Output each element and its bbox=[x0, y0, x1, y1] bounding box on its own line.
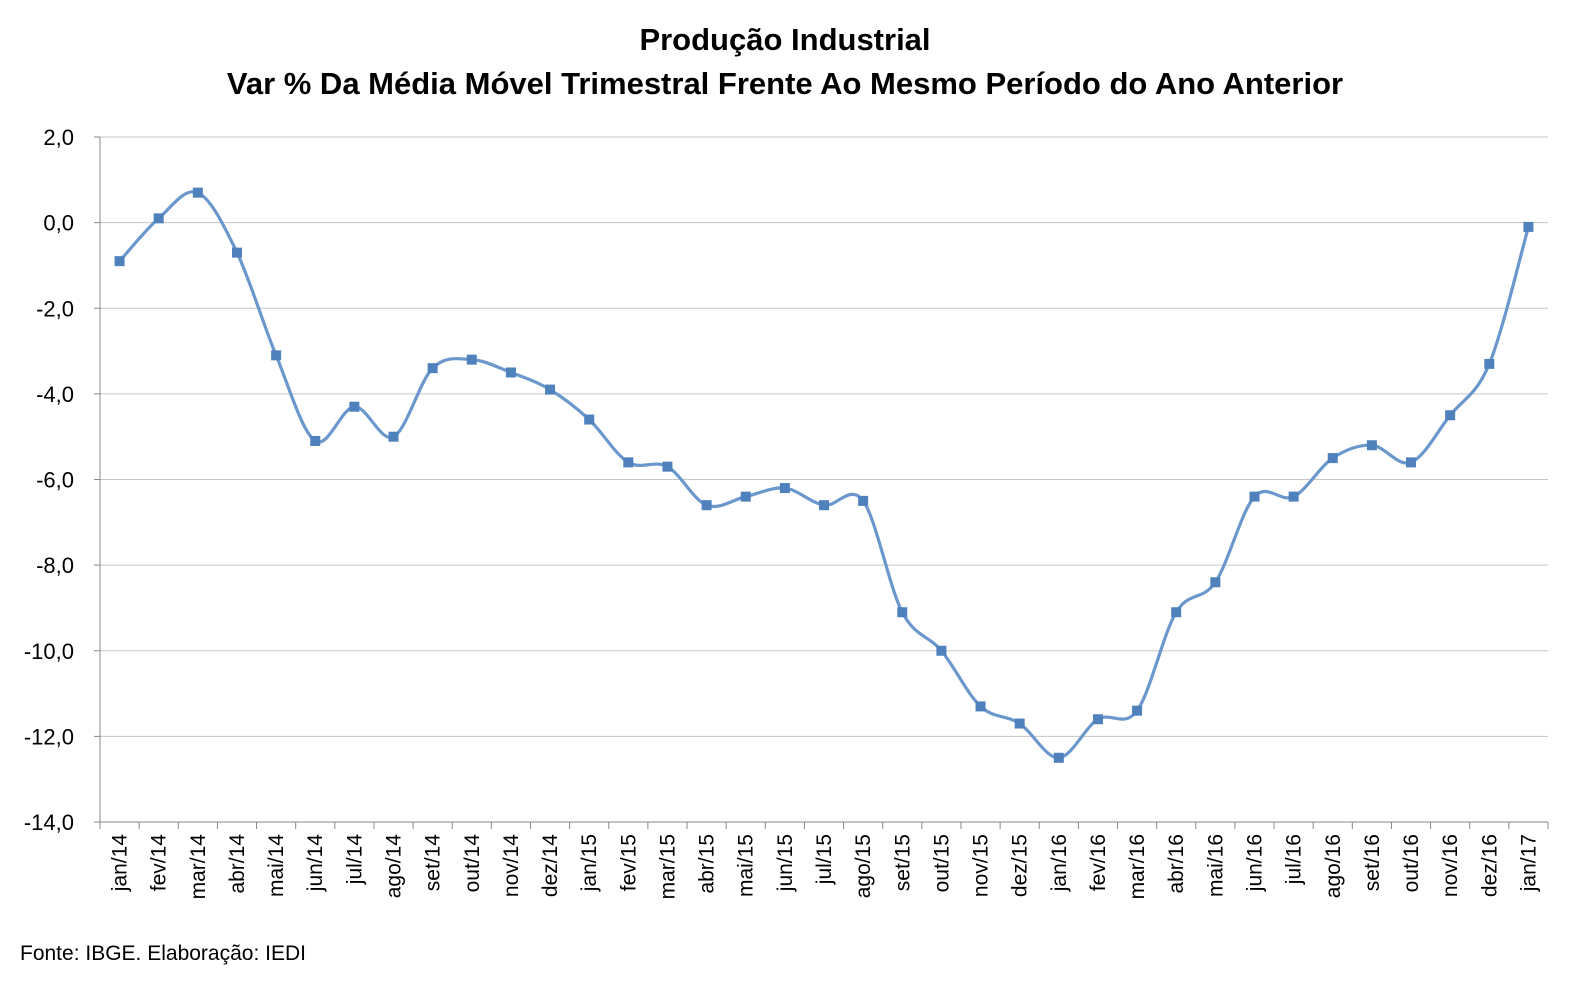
y-tick-label: -4,0 bbox=[36, 382, 74, 407]
data-point-marker bbox=[427, 363, 438, 374]
data-point-marker bbox=[858, 495, 869, 506]
data-point-marker bbox=[1366, 440, 1377, 451]
x-tick-label: mar/16 bbox=[1126, 834, 1149, 899]
y-tick-label: -6,0 bbox=[36, 468, 74, 493]
x-tick-label: jun/14 bbox=[304, 834, 327, 893]
data-point-marker bbox=[975, 701, 986, 712]
data-point-marker bbox=[1249, 491, 1260, 502]
x-tick-label: out/14 bbox=[461, 834, 484, 893]
data-point-marker bbox=[466, 354, 477, 365]
series-line bbox=[118, 190, 1530, 760]
x-tick-label: jan/17 bbox=[1517, 834, 1540, 892]
x-tick-label: fev/16 bbox=[1087, 834, 1110, 891]
x-tick-label: mai/16 bbox=[1204, 834, 1227, 897]
x-tick-label: jul/15 bbox=[813, 834, 836, 885]
data-point-marker bbox=[1523, 221, 1534, 232]
x-tick-label: nov/14 bbox=[500, 834, 523, 897]
x-tick-label: mai/14 bbox=[265, 834, 288, 897]
data-point-marker bbox=[1288, 491, 1299, 502]
y-tick-label: -2,0 bbox=[36, 296, 74, 321]
x-tick-label: mai/15 bbox=[735, 834, 758, 897]
x-tick-label: dez/16 bbox=[1478, 834, 1501, 897]
data-point-marker bbox=[779, 483, 790, 494]
data-point-marker bbox=[192, 187, 203, 198]
x-tick-label: abr/14 bbox=[226, 834, 249, 894]
x-tick-label: ago/14 bbox=[383, 834, 406, 899]
x-tick-label: set/15 bbox=[891, 834, 914, 891]
x-tick-label: ago/15 bbox=[852, 834, 875, 898]
data-point-marker bbox=[819, 500, 829, 511]
data-point-marker bbox=[114, 256, 125, 267]
data-point-marker bbox=[271, 350, 282, 361]
x-tick-label: set/14 bbox=[422, 834, 445, 892]
data-point-marker bbox=[740, 491, 751, 502]
x-tick-label: fev/15 bbox=[617, 834, 640, 891]
x-tick-label: jan/15 bbox=[578, 834, 601, 892]
data-point-marker bbox=[623, 457, 634, 468]
data-point-marker bbox=[545, 384, 556, 395]
data-point-marker bbox=[1445, 410, 1456, 421]
data-point-marker bbox=[1406, 457, 1417, 468]
y-tick-label: -12,0 bbox=[24, 724, 74, 749]
y-tick-label: -10,0 bbox=[24, 639, 74, 664]
data-point-marker bbox=[231, 247, 242, 258]
x-tick-label: jul/14 bbox=[343, 834, 366, 886]
x-tick-label: ago/16 bbox=[1322, 834, 1345, 898]
x-tick-label: nov/16 bbox=[1439, 834, 1462, 897]
gridlines bbox=[100, 136, 1548, 737]
data-point-marker bbox=[153, 213, 164, 224]
x-tick-label: mar/15 bbox=[656, 834, 679, 899]
y-axis-tick-labels: 2,0 0,0 -2,0 -4,0 -6,0 -8,0 -10,0 -12,0 -14,0 bbox=[24, 125, 74, 835]
data-point-marker bbox=[1171, 607, 1182, 618]
x-tick-label: jul/16 bbox=[1283, 834, 1306, 885]
data-point-marker bbox=[349, 401, 360, 412]
y-tick-label: -14,0 bbox=[24, 810, 74, 835]
axes bbox=[94, 136, 1549, 829]
x-tick-label: dez/14 bbox=[539, 834, 562, 897]
x-tick-label: dez/15 bbox=[1009, 834, 1032, 897]
data-point-marker bbox=[1210, 577, 1221, 588]
chart-subtitle: Var % Da Média Móvel Trimestral Frente A… bbox=[226, 66, 1344, 101]
x-tick-label: set/16 bbox=[1361, 834, 1384, 891]
x-tick-label: abr/16 bbox=[1165, 834, 1188, 894]
y-tick-label: -8,0 bbox=[36, 553, 74, 578]
data-point-marker bbox=[1327, 453, 1338, 464]
x-tick-label: jun/15 bbox=[774, 834, 797, 892]
data-point-marker bbox=[584, 414, 595, 425]
x-tick-label: fev/14 bbox=[148, 834, 171, 892]
data-point-marker bbox=[1484, 358, 1495, 369]
x-tick-label: out/16 bbox=[1400, 834, 1423, 892]
data-point-marker bbox=[1092, 714, 1103, 725]
data-point-marker bbox=[388, 431, 399, 442]
data-point-marker bbox=[701, 500, 712, 511]
x-tick-label: abr/15 bbox=[696, 834, 719, 894]
y-tick-label: 2,0 bbox=[43, 125, 74, 150]
x-tick-label: jan/16 bbox=[1048, 834, 1071, 892]
data-point-marker bbox=[310, 435, 321, 446]
chart-title: Produção Industrial bbox=[639, 22, 931, 57]
x-tick-label: mar/14 bbox=[187, 834, 210, 900]
data-point-marker bbox=[662, 461, 673, 472]
series-layer bbox=[114, 187, 1534, 763]
data-point-marker bbox=[505, 367, 516, 378]
data-point-marker bbox=[1053, 752, 1064, 763]
x-tick-label: nov/15 bbox=[970, 834, 993, 897]
source-note: Fonte: IBGE. Elaboração: IEDI bbox=[20, 942, 306, 965]
data-point-marker bbox=[1014, 718, 1025, 729]
y-tick-label: 0,0 bbox=[43, 211, 74, 236]
x-tick-label: jun/16 bbox=[1243, 834, 1266, 892]
data-point-marker bbox=[936, 645, 947, 656]
x-tick-label: jan/14 bbox=[109, 834, 132, 893]
x-axis-tick-labels: jan/14 fev/14 mar/14 abr/14 mai/14 jun/14 jul/… bbox=[109, 834, 1541, 900]
data-point-marker bbox=[1132, 705, 1143, 716]
data-point-marker bbox=[897, 607, 908, 618]
x-tick-label: out/15 bbox=[930, 834, 953, 892]
